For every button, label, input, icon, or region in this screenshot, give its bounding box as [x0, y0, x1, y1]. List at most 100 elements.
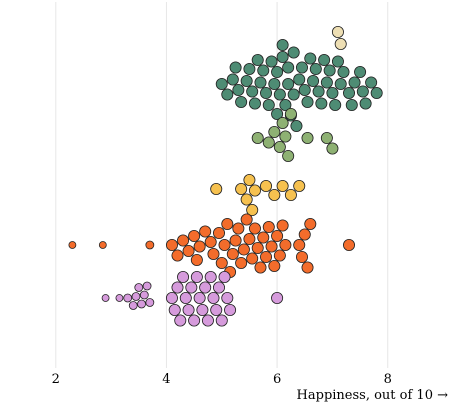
data-point — [235, 256, 248, 269]
data-point — [199, 281, 212, 294]
data-point — [312, 85, 325, 98]
data-point — [365, 76, 378, 89]
data-point — [304, 52, 317, 65]
data-point — [284, 108, 297, 121]
data-point — [254, 261, 267, 274]
data-point — [212, 281, 225, 294]
data-point — [276, 51, 289, 64]
data-point — [262, 136, 275, 149]
data-point — [260, 87, 273, 100]
data-point — [276, 179, 289, 192]
data-point — [318, 54, 331, 67]
data-point — [142, 281, 152, 291]
data-point — [260, 179, 273, 192]
data-point — [237, 243, 250, 256]
data-point — [248, 97, 261, 110]
data-point — [188, 314, 201, 327]
x-axis-title: Happiness, out of 10 → — [297, 388, 449, 403]
data-point — [215, 314, 228, 327]
data-point — [251, 241, 264, 254]
data-point — [204, 270, 217, 283]
data-point — [182, 303, 195, 316]
data-point — [243, 63, 256, 76]
data-point — [356, 85, 369, 98]
data-points — [68, 25, 383, 327]
data-point — [215, 256, 228, 269]
data-point — [348, 76, 361, 89]
x-axis-tick-labels: 2 4 6 8 — [52, 372, 392, 387]
data-point — [268, 78, 281, 91]
data-point — [343, 238, 356, 251]
data-point — [271, 229, 284, 242]
data-point — [188, 229, 201, 242]
data-point — [251, 131, 264, 144]
data-point — [254, 76, 267, 89]
data-point — [171, 249, 184, 262]
data-point — [232, 84, 245, 97]
data-point — [134, 283, 144, 292]
data-point — [165, 291, 178, 304]
data-point — [331, 55, 344, 68]
data-point — [226, 247, 239, 260]
data-point — [251, 54, 264, 67]
data-point — [293, 238, 306, 251]
data-point — [334, 38, 347, 51]
data-point — [334, 78, 347, 91]
data-point — [273, 140, 286, 153]
data-point — [282, 61, 295, 74]
data-point — [271, 66, 284, 79]
data-point — [293, 73, 306, 86]
data-point — [221, 291, 234, 304]
data-point — [276, 219, 289, 232]
data-point — [257, 64, 270, 77]
data-point — [229, 234, 242, 247]
data-point — [268, 126, 281, 139]
data-point — [232, 222, 245, 235]
data-point — [262, 220, 275, 233]
data-point — [137, 299, 146, 309]
data-point — [218, 270, 231, 283]
data-point — [210, 182, 223, 195]
data-point — [293, 179, 306, 192]
data-point — [329, 99, 342, 112]
data-point — [323, 64, 336, 77]
data-point — [98, 241, 107, 249]
data-point — [265, 240, 278, 253]
data-point — [248, 222, 261, 235]
x-tick-label: 6 — [273, 372, 281, 387]
data-point — [273, 249, 286, 262]
data-point — [243, 232, 256, 245]
x-tick-label: 2 — [52, 372, 60, 387]
data-point — [224, 303, 237, 316]
data-point — [304, 217, 317, 230]
data-point — [215, 78, 228, 91]
data-point — [279, 99, 292, 112]
data-point — [131, 292, 141, 301]
data-point — [246, 252, 259, 265]
data-point — [101, 294, 110, 302]
data-point — [207, 247, 220, 260]
data-point — [262, 99, 275, 112]
data-point — [226, 73, 239, 86]
data-point — [290, 120, 303, 133]
data-point — [298, 84, 311, 97]
data-point — [287, 46, 300, 59]
data-point — [177, 234, 190, 247]
data-point — [168, 303, 181, 316]
data-point — [221, 88, 234, 101]
x-tick-label: 8 — [384, 372, 392, 387]
data-point — [320, 131, 333, 144]
data-point — [199, 225, 212, 238]
data-point — [276, 39, 289, 52]
data-point — [218, 238, 231, 251]
data-point — [298, 228, 311, 241]
data-point — [128, 301, 138, 310]
data-point — [207, 291, 220, 304]
data-point — [221, 217, 234, 230]
data-point — [359, 97, 372, 110]
data-point — [190, 253, 203, 266]
data-point — [326, 142, 339, 155]
data-point — [282, 149, 295, 162]
data-point — [271, 108, 284, 121]
